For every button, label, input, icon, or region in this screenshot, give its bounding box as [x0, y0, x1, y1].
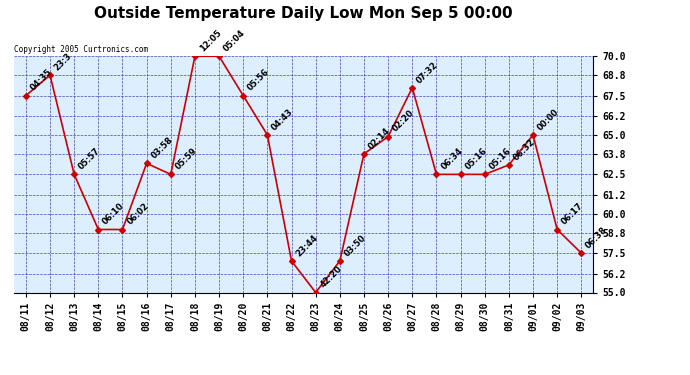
Text: 05:16: 05:16 — [488, 146, 513, 172]
Text: 06:32: 06:32 — [512, 137, 537, 162]
Text: 02:20: 02:20 — [391, 109, 416, 134]
Text: 05:16: 05:16 — [464, 146, 489, 172]
Text: 04:35: 04:35 — [29, 68, 54, 93]
Text: 06:10: 06:10 — [101, 201, 126, 227]
Text: Outside Temperature Daily Low Mon Sep 5 00:00: Outside Temperature Daily Low Mon Sep 5 … — [95, 6, 513, 21]
Text: 12:05: 12:05 — [198, 28, 223, 54]
Text: 06:17: 06:17 — [560, 201, 585, 227]
Text: 04:43: 04:43 — [270, 107, 295, 132]
Text: 05:57: 05:57 — [77, 146, 102, 172]
Text: 23:3: 23:3 — [53, 51, 74, 72]
Text: 00:00: 00:00 — [536, 107, 561, 132]
Text: 06:02: 06:02 — [126, 201, 150, 227]
Text: 42:20: 42:20 — [319, 264, 344, 290]
Text: 23:44: 23:44 — [295, 233, 319, 258]
Text: 03:50: 03:50 — [343, 233, 368, 258]
Text: 03:58: 03:58 — [150, 135, 175, 160]
Text: 06:34: 06:34 — [440, 146, 464, 172]
Text: 05:56: 05:56 — [246, 68, 271, 93]
Text: 06:38: 06:38 — [584, 225, 609, 251]
Text: 05:59: 05:59 — [174, 146, 199, 172]
Text: Copyright 2005 Curtronics.com: Copyright 2005 Curtronics.com — [14, 45, 148, 54]
Text: 07:32: 07:32 — [415, 60, 440, 85]
Text: 02:14: 02:14 — [367, 126, 392, 151]
Text: 05:04: 05:04 — [222, 28, 247, 54]
